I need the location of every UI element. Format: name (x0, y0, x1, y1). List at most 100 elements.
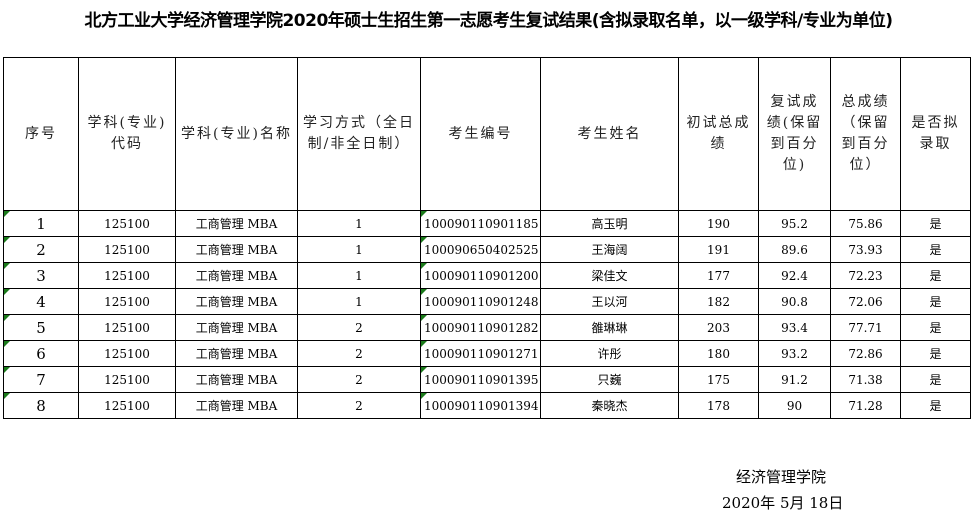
table-cell: 182 (678, 288, 759, 315)
table-cell: 73.93 (830, 236, 901, 263)
table-cell: 是 (900, 392, 971, 419)
table-cell: 是 (900, 340, 971, 367)
table-cell: 190 (678, 210, 759, 237)
table-cell: 工商管理 MBA (175, 340, 298, 367)
table-cell: 是 (900, 288, 971, 315)
table-cell: 71.28 (830, 392, 901, 419)
table-cell: 工商管理 MBA (175, 366, 298, 393)
table-cell: 2 (3, 236, 79, 263)
table-cell: 100090650402525 (420, 236, 541, 263)
footer-date: 2020年 5月 18日 (722, 494, 844, 512)
column-header: 学科(专业)代码 (78, 57, 176, 211)
table-cell: 100090110901395 (420, 366, 541, 393)
table-cell: 95.2 (758, 210, 831, 237)
table-cell: 90 (758, 392, 831, 419)
table-cell: 100090110901200 (420, 262, 541, 289)
table-cell: 72.86 (830, 340, 901, 367)
table-cell: 6 (3, 340, 79, 367)
column-header: 考生编号 (420, 57, 541, 211)
column-header: 总成绩（保留到百分位） (830, 57, 901, 211)
table-cell: 125100 (78, 392, 176, 419)
column-header: 考生姓名 (540, 57, 679, 211)
table-cell: 工商管理 MBA (175, 392, 298, 419)
table-cell: 王海阔 (540, 236, 679, 263)
page-title: 北方工业大学经济管理学院2020年硕士生招生第一志愿考生复试结果(含拟录取名单，… (84, 11, 893, 31)
table-row: 7 125100 工商管理 MBA 2 100090110901395 只巍 175 91.2… (3, 366, 971, 393)
table-cell: 100090110901185 (420, 210, 541, 237)
table-cell: 是 (900, 314, 971, 341)
table-cell: 100090110901248 (420, 288, 541, 315)
table-row: 3 125100 工商管理 MBA 1 100090110901200 梁佳文 177 92.… (3, 262, 971, 289)
column-header: 学习方式（全日制/非全日制） (297, 57, 421, 211)
table-row: 6 125100 工商管理 MBA 2 100090110901271 许彤 180 93.2… (3, 340, 971, 367)
table-cell: 1 (297, 210, 421, 237)
table-cell: 72.23 (830, 262, 901, 289)
table-cell: 89.6 (758, 236, 831, 263)
table-cell: 125100 (78, 340, 176, 367)
table-cell: 90.8 (758, 288, 831, 315)
table-cell: 100090110901271 (420, 340, 541, 367)
table-cell: 180 (678, 340, 759, 367)
table-cell: 工商管理 MBA (175, 236, 298, 263)
table-cell: 125100 (78, 288, 176, 315)
table-cell: 2 (297, 314, 421, 341)
table-cell: 工商管理 MBA (175, 288, 298, 315)
column-header: 序号 (3, 57, 79, 211)
table-cell: 75.86 (830, 210, 901, 237)
table-cell: 只巍 (540, 366, 679, 393)
table-cell: 203 (678, 314, 759, 341)
table-cell: 191 (678, 236, 759, 263)
table-cell: 125100 (78, 366, 176, 393)
table-cell: 王以河 (540, 288, 679, 315)
table-cell: 2 (297, 366, 421, 393)
table-cell: 工商管理 MBA (175, 210, 298, 237)
table-cell: 7 (3, 366, 79, 393)
table-cell: 1 (297, 288, 421, 315)
table-row: 5 125100 工商管理 MBA 2 100090110901282 雒琳琳 203 93.… (3, 314, 971, 341)
column-header: 学科(专业)名称 (175, 57, 298, 211)
table-cell: 77.71 (830, 314, 901, 341)
table-cell: 秦晓杰 (540, 392, 679, 419)
table-cell: 2 (297, 392, 421, 419)
header-row: 序号 学科(专业)代码 学科(专业)名称 学习方式（全日制/非全日制） 考生编号 考生姓名… (3, 57, 971, 211)
table-cell: 1 (3, 210, 79, 237)
table-row: 8 125100 工商管理 MBA 2 100090110901394 秦晓杰 178 90 7… (3, 392, 971, 419)
table-cell: 100090110901394 (420, 392, 541, 419)
table-cell: 雒琳琳 (540, 314, 679, 341)
table-cell: 2 (297, 340, 421, 367)
column-header: 初试总成绩 (678, 57, 759, 211)
table-cell: 125100 (78, 236, 176, 263)
footer-org: 经济管理学院 (736, 468, 827, 486)
table-cell: 1 (297, 236, 421, 263)
table-row: 1 125100 工商管理 MBA 1 100090110901185 高玉明 190 95.… (3, 210, 971, 237)
table-cell: 是 (900, 366, 971, 393)
table-cell: 梁佳文 (540, 262, 679, 289)
table-cell: 1 (297, 262, 421, 289)
table-cell: 4 (3, 288, 79, 315)
table-cell: 3 (3, 262, 79, 289)
table-cell: 许彤 (540, 340, 679, 367)
table-cell: 72.06 (830, 288, 901, 315)
table-cell: 91.2 (758, 366, 831, 393)
results-table: 序号 学科(专业)代码 学科(专业)名称 学习方式（全日制/非全日制） 考生编号 考生姓名… (3, 57, 971, 419)
column-header: 是否拟录取 (900, 57, 971, 211)
table-cell: 工商管理 MBA (175, 314, 298, 341)
table-cell: 工商管理 MBA (175, 262, 298, 289)
table-cell: 178 (678, 392, 759, 419)
table-cell: 是 (900, 236, 971, 263)
table-cell: 175 (678, 366, 759, 393)
table-row: 4 125100 工商管理 MBA 1 100090110901248 王以河 182 90.… (3, 288, 971, 315)
table-cell: 100090110901282 (420, 314, 541, 341)
table-cell: 125100 (78, 262, 176, 289)
table-cell: 8 (3, 392, 79, 419)
table-cell: 92.4 (758, 262, 831, 289)
table-cell: 125100 (78, 210, 176, 237)
table-cell: 71.38 (830, 366, 901, 393)
table-cell: 5 (3, 314, 79, 341)
table-cell: 高玉明 (540, 210, 679, 237)
table-cell: 是 (900, 262, 971, 289)
table-cell: 177 (678, 262, 759, 289)
table-cell: 125100 (78, 314, 176, 341)
table-cell: 是 (900, 210, 971, 237)
column-header: 复试成绩(保留到百分位) (758, 57, 831, 211)
